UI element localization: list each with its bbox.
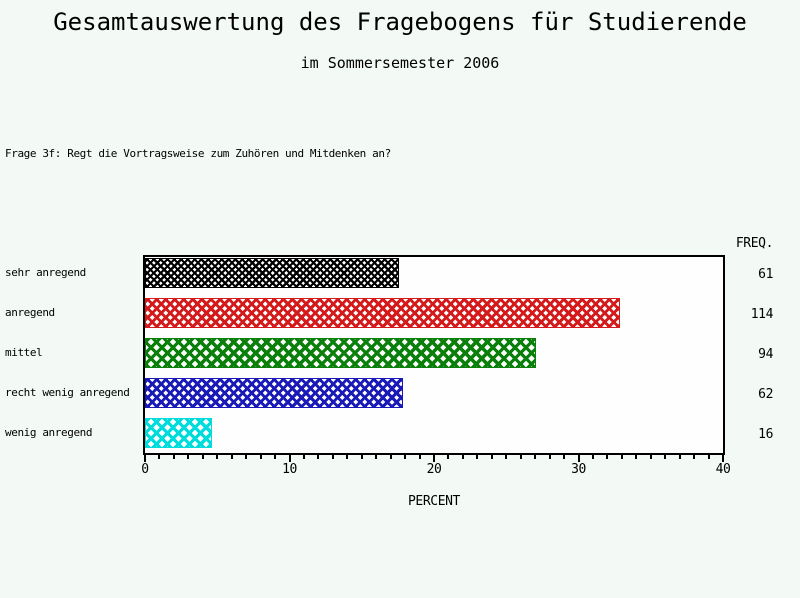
x-axis-minor-tick (563, 455, 566, 459)
x-axis-minor-tick (245, 455, 248, 459)
page-subtitle: im Sommersemester 2006 (300, 54, 500, 72)
x-axis-minor-tick (707, 455, 710, 459)
x-axis-minor-tick (519, 455, 522, 459)
x-axis-minor-tick (664, 455, 667, 459)
category-label-sehr-anregend: sehr anregend (5, 266, 86, 279)
x-axis-tick-label-20: 20 (426, 462, 442, 477)
x-axis-tick-label-40: 40 (715, 462, 731, 477)
bar-anregend (145, 298, 620, 328)
freq-value-wenig-anregend: 16 (758, 427, 773, 442)
x-axis-minor-tick (360, 455, 363, 459)
x-axis-minor-tick (476, 455, 479, 459)
x-axis-minor-tick (302, 455, 305, 459)
category-label-mittel: mittel (5, 346, 43, 359)
x-axis-minor-tick (187, 455, 190, 459)
x-axis-minor-tick (346, 455, 349, 459)
x-axis-minor-tick (635, 455, 638, 459)
x-axis-minor-tick (404, 455, 407, 459)
x-axis-major-tick (288, 455, 291, 462)
freq-value-anregend: 114 (750, 307, 774, 322)
x-axis-major-tick (433, 455, 435, 462)
x-axis-tick-label-30: 30 (571, 462, 586, 477)
bar-sehr-anregend (145, 258, 400, 288)
freq-value-mittel: 94 (758, 347, 773, 362)
x-axis-minor-tick (534, 455, 537, 459)
freq-value-sehr-anregend: 61 (758, 267, 773, 282)
x-axis-minor-tick (418, 455, 421, 459)
x-axis-minor-tick (331, 455, 334, 459)
x-axis-minor-tick (216, 455, 219, 459)
x-axis-minor-tick (649, 455, 652, 459)
x-axis-minor-tick (317, 455, 320, 459)
x-axis-major-tick (144, 455, 146, 462)
x-axis-minor-tick (201, 455, 204, 459)
bar-wenig-anregend (145, 418, 212, 448)
x-axis-minor-tick (606, 455, 609, 459)
x-axis-minor-tick (591, 455, 594, 459)
question-text: Frage 3f: Regt die Vortragsweise zum Zuh… (5, 147, 391, 160)
x-axis-ticks (143, 455, 725, 465)
category-label-wenig-anregend: wenig anregend (5, 426, 93, 439)
x-axis-minor-tick (548, 455, 551, 459)
x-axis-minor-tick (447, 455, 450, 459)
x-axis-major-tick (722, 455, 724, 462)
x-axis-minor-tick (490, 455, 493, 459)
x-axis-tick-label-0: 0 (141, 462, 149, 477)
x-axis-minor-tick (375, 455, 378, 459)
x-axis-minor-tick (678, 455, 681, 459)
plot-area (143, 255, 725, 455)
freq-column-header: FREQ. (735, 236, 774, 251)
x-axis-minor-tick (505, 455, 508, 459)
page-title: Gesamtauswertung des Fragebogens für Stu… (53, 8, 747, 36)
x-axis-minor-tick (461, 455, 464, 459)
x-axis-minor-tick (389, 455, 392, 459)
bar-recht-wenig-anregend (145, 378, 404, 408)
bar-mittel (145, 338, 537, 368)
x-axis-tick-label-10: 10 (282, 462, 297, 477)
category-label-recht-wenig-anregend: recht wenig anregend (5, 386, 130, 399)
freq-value-recht-wenig-anregend: 62 (758, 387, 773, 402)
category-label-anregend: anregend (5, 306, 55, 319)
x-axis-minor-tick (259, 455, 262, 459)
x-axis-minor-tick (274, 455, 277, 459)
x-axis-minor-tick (620, 455, 623, 459)
x-axis-minor-tick (230, 455, 233, 459)
x-axis-minor-tick (693, 455, 696, 459)
x-axis-minor-tick (172, 455, 175, 459)
x-axis-minor-tick (158, 455, 161, 459)
x-axis-title: PERCENT (408, 494, 460, 509)
x-axis-major-tick (577, 455, 580, 462)
